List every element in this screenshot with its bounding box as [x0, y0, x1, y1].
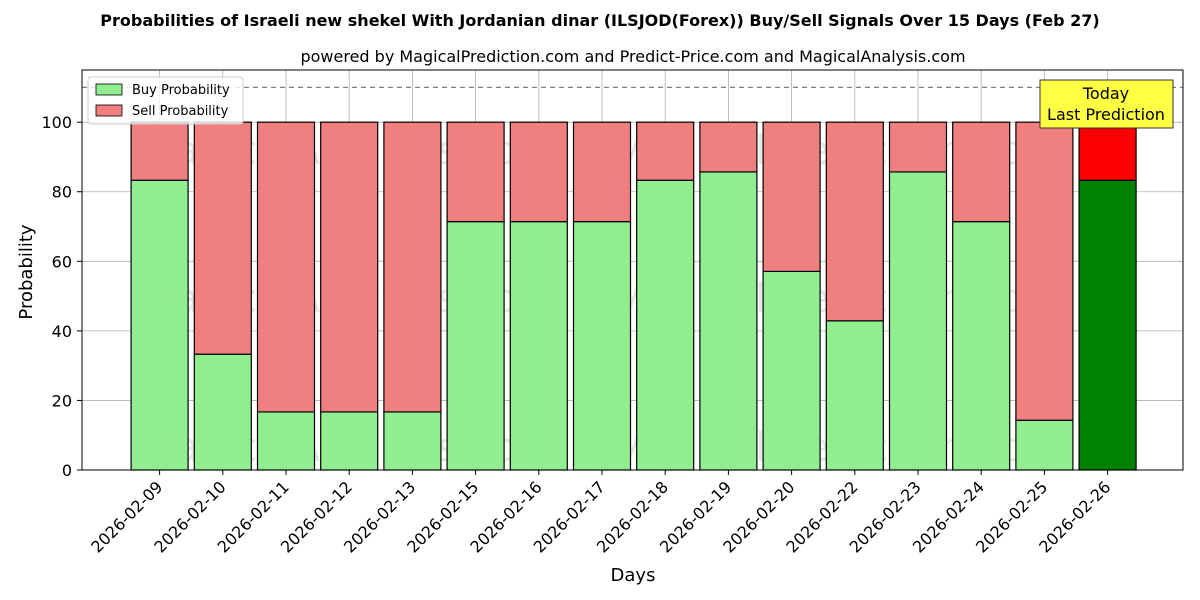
buy-bar-2026-02-22	[825, 320, 884, 471]
y-tick-label: 100	[41, 113, 72, 132]
buy-bar-2026-02-10	[193, 353, 252, 471]
sell-bar-2026-02-16	[509, 121, 568, 223]
bars-layer	[130, 121, 1137, 471]
annotation-line-today: Today	[1082, 84, 1129, 103]
sell-bar-2026-02-09	[130, 121, 189, 181]
annotation-line-last-prediction: Last Prediction	[1047, 105, 1165, 124]
buy-bar-2026-02-19	[699, 171, 758, 471]
annotation-box	[1039, 79, 1174, 129]
axes-layer	[81, 69, 1184, 471]
sell-bar-2026-02-11	[256, 121, 316, 413]
sell-bar-2026-02-13	[383, 121, 442, 413]
y-tick-label: 80	[52, 183, 72, 202]
legend: Buy Probability Sell Probability	[87, 76, 244, 125]
buy-bar-2026-02-17	[572, 221, 632, 471]
legend-box	[87, 76, 244, 125]
sell-bar-2026-02-25	[1015, 121, 1074, 421]
buy-bar-2026-02-15	[446, 221, 505, 471]
buy-bar-2026-02-20	[762, 270, 821, 471]
chart-title: Probabilities of Israeli new shekel With…	[100, 11, 1099, 30]
legend-label-buy: Buy Probability	[132, 83, 230, 98]
buy-bar-2026-02-18	[636, 179, 695, 471]
sell-bar-2026-02-24	[952, 121, 1011, 223]
y-tick-label: 60	[52, 252, 72, 271]
sell-bar-2026-02-23	[888, 121, 948, 173]
sell-bar-2026-02-20	[762, 121, 821, 272]
sell-bar-2026-02-10	[193, 121, 252, 355]
sell-bar-2026-02-15	[446, 121, 505, 223]
plot-frame	[81, 69, 1184, 471]
y-tick-label: 20	[52, 391, 72, 410]
legend-swatch-buy	[95, 83, 123, 96]
sell-bar-2026-02-22	[825, 121, 884, 322]
y-tick-label: 40	[52, 322, 72, 341]
sell-bar-2026-02-12	[320, 121, 379, 413]
buy-bar-2026-02-09	[130, 179, 189, 471]
buy-bar-2026-02-23	[888, 171, 948, 471]
sell-bar-2026-02-18	[636, 121, 695, 181]
annotation: Today Last Prediction	[1039, 79, 1174, 129]
y-tick-label: 0	[62, 461, 72, 480]
buy-bar-2026-02-13	[383, 411, 442, 471]
buy-bar-2026-02-11	[256, 411, 316, 471]
x-axis-label: Days	[611, 565, 656, 586]
sell-bar-2026-02-19	[699, 121, 758, 173]
buy-bar-2026-02-25	[1015, 419, 1074, 471]
buy-bar-2026-02-24	[952, 221, 1011, 471]
sell-bar-2026-02-26	[1078, 121, 1137, 181]
buy-bar-2026-02-12	[320, 411, 379, 471]
legend-swatch-sell	[95, 104, 123, 117]
buy-bar-2026-02-26	[1078, 179, 1137, 471]
sell-bar-2026-02-17	[572, 121, 632, 223]
y-axis-label: Probability	[16, 224, 37, 319]
chart-subtitle: powered by MagicalPrediction.com and Pre…	[300, 47, 965, 66]
buy-bar-2026-02-16	[509, 221, 568, 471]
legend-label-sell: Sell Probability	[132, 104, 229, 119]
